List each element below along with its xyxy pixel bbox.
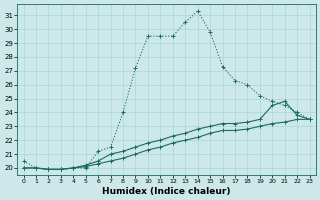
X-axis label: Humidex (Indice chaleur): Humidex (Indice chaleur): [102, 187, 231, 196]
